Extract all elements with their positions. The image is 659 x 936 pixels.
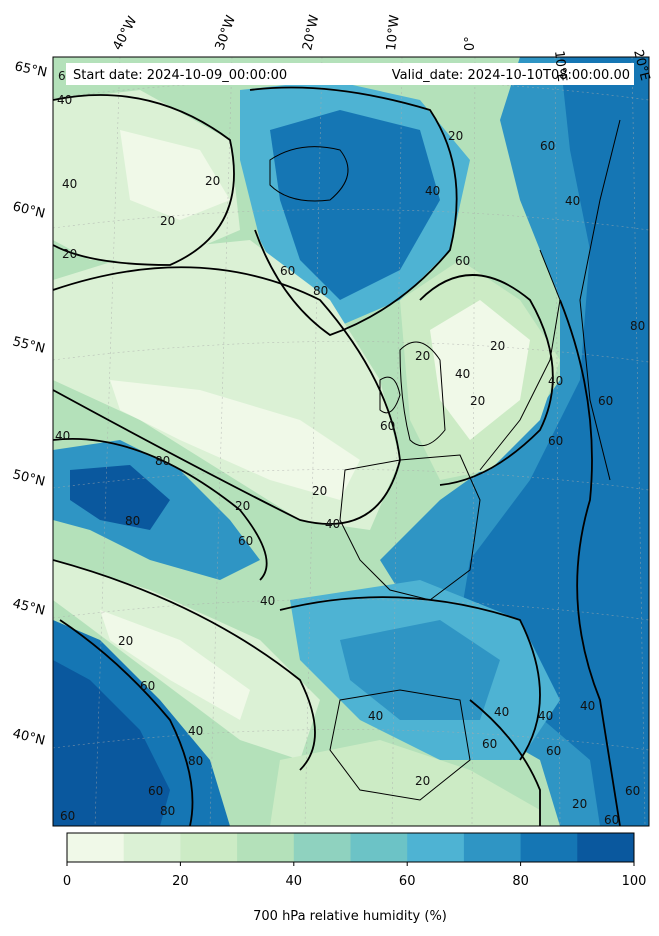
colorbar-tick-label: 60 [399,874,416,889]
colorbar-tick-label: 80 [512,874,529,889]
map-panel: 60 40 40 20 20 20 60 80 20 60 40 60 20 4… [53,57,649,827]
contour-label: 80 [188,754,203,768]
colorbar-segment [293,833,351,862]
contour-label: 40 [494,705,509,719]
contour-label: 40 [425,184,440,198]
colorbar-frame [66,832,635,863]
contour-label: 20 [118,634,133,648]
lat-label: 40°N [11,726,46,748]
contour-label: 20 [235,499,250,513]
lon-label: 30°W [213,13,239,52]
contour-label: 20 [312,484,327,498]
contour-label: 40 [538,709,553,723]
colorbar-tick-label: 0 [63,874,71,889]
contour-label: 60 [625,784,640,798]
contour-label: 40 [368,709,383,723]
contour-label: 40 [565,194,580,208]
lat-label: 65°N [13,59,48,80]
colorbar-segment [463,833,522,862]
contour-label: 60 [148,784,163,798]
contour-label: 40 [325,517,340,531]
lon-label: 10°E [551,50,569,83]
contour-label: 20 [205,174,220,188]
contour-label: 40 [260,594,275,608]
contour-label: 20 [415,774,430,788]
colorbar [66,832,635,866]
lat-label: 60°N [11,199,46,221]
contour-label: 20 [448,129,463,143]
start-date-label: Start date: 2024-10-09_00:00:00 [73,68,287,83]
contour-label: 60 [140,679,155,693]
contour-label: 60 [238,534,253,548]
colorbar-title: 700 hPa relative humidity (%) [253,909,447,924]
contour-label: 60 [380,419,395,433]
colorbar-segment [237,833,295,862]
contour-label: 20 [62,247,77,261]
lat-label: 50°N [11,467,46,489]
lon-label: 10°W [384,14,403,51]
contour-label: 40 [57,93,72,107]
contour-label: 60 [548,434,563,448]
contour-label: 80 [155,454,170,468]
map-frame [52,56,650,827]
contour-label: 80 [125,514,140,528]
colorbar-segment [67,833,125,862]
lon-label: 0° [463,36,478,51]
contour-label: 60 [280,264,295,278]
colorbar-segment [123,833,181,862]
colorbar-segment [407,833,465,862]
colorbar-segment [350,833,408,862]
contour-label: 80 [160,804,175,818]
contour-label: 40 [455,367,470,381]
valid-date-label: Valid_date: 2024-10-10T08:00:00.00 [392,68,630,83]
contour-label: 40 [62,177,77,191]
colorbar-tick-label: 100 [622,874,647,889]
lat-label: 55°N [11,334,46,356]
contour-label: 80 [313,284,328,298]
contour-label: 40 [55,429,70,443]
contour-label: 40 [548,374,563,388]
contour-label: 40 [580,699,595,713]
contour-label: 60 [482,737,497,751]
contour-label: 40 [188,724,203,738]
contour-label: 60 [546,744,561,758]
contour-label: 20 [160,214,175,228]
colorbar-segment [180,833,238,862]
colorbar-tick-label: 20 [172,874,189,889]
contour-label: 60 [604,813,619,827]
lon-label: 20°E [630,48,652,82]
contour-label: 60 [455,254,470,268]
contour-label: 80 [630,319,645,333]
colorbar-segment [577,833,635,862]
contour-label: 20 [572,797,587,811]
lon-label: 40°W [110,14,140,53]
colorbar-tick-label: 40 [286,874,303,889]
colorbar-segment [520,833,578,862]
contour-label: 60 [60,809,75,823]
header-box [66,63,634,85]
contour-label: 60 [540,139,555,153]
contour-label: 20 [470,394,485,408]
lat-label: 45°N [11,596,46,618]
contour-label: 20 [490,339,505,353]
contour-label: 60 [598,394,613,408]
contour-label: 20 [415,349,430,363]
lon-label: 20°W [300,13,322,51]
